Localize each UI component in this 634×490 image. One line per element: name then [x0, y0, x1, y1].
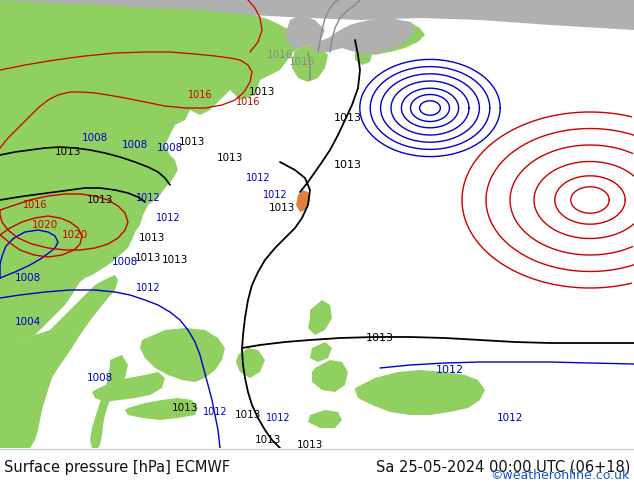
Text: 1016: 1016 — [236, 97, 260, 107]
Text: 1013: 1013 — [334, 113, 362, 123]
Text: 1008: 1008 — [122, 140, 148, 150]
Text: 1008: 1008 — [82, 133, 108, 143]
Polygon shape — [0, 275, 118, 448]
Text: 1012: 1012 — [436, 365, 464, 375]
Text: 1013: 1013 — [269, 203, 295, 213]
Text: 1012: 1012 — [246, 173, 270, 183]
Text: 1013: 1013 — [249, 87, 275, 97]
Text: 1016: 1016 — [267, 50, 293, 60]
Text: 1013: 1013 — [135, 253, 161, 263]
Text: 1012: 1012 — [136, 283, 160, 293]
Text: 1008: 1008 — [15, 273, 41, 283]
Text: 1013: 1013 — [172, 403, 198, 413]
Polygon shape — [345, 20, 425, 55]
Text: Sa 25-05-2024 00:00 UTC (06+18): Sa 25-05-2024 00:00 UTC (06+18) — [375, 460, 630, 475]
Polygon shape — [308, 300, 332, 335]
Polygon shape — [312, 360, 348, 392]
Polygon shape — [285, 15, 325, 50]
Text: 1016: 1016 — [23, 200, 48, 210]
Text: 1012: 1012 — [136, 193, 160, 203]
Text: 1013: 1013 — [217, 153, 243, 163]
Text: 1020: 1020 — [32, 220, 58, 230]
Polygon shape — [125, 398, 198, 420]
Polygon shape — [90, 355, 128, 448]
Polygon shape — [355, 50, 372, 65]
Polygon shape — [140, 328, 225, 382]
Polygon shape — [310, 342, 332, 362]
Text: 1012: 1012 — [156, 213, 180, 223]
Text: 1020: 1020 — [62, 230, 88, 240]
Text: 1013: 1013 — [255, 435, 281, 445]
Text: 1013: 1013 — [162, 255, 188, 265]
Text: 1013: 1013 — [366, 333, 394, 343]
Text: 1013: 1013 — [297, 440, 323, 450]
Polygon shape — [308, 410, 342, 428]
Text: 1013: 1013 — [179, 137, 205, 147]
Text: 1008: 1008 — [157, 143, 183, 153]
Text: 1013: 1013 — [55, 147, 81, 157]
Text: 1016: 1016 — [188, 90, 212, 100]
Text: 1012: 1012 — [262, 190, 287, 200]
Text: ©weatheronline.co.uk: ©weatheronline.co.uk — [491, 469, 630, 483]
Text: 1012: 1012 — [266, 413, 290, 423]
Text: 1012: 1012 — [203, 407, 228, 417]
Text: 1016: 1016 — [289, 57, 315, 67]
Text: 1013: 1013 — [87, 195, 113, 205]
Polygon shape — [355, 370, 485, 415]
Text: 1012: 1012 — [497, 413, 523, 423]
Polygon shape — [292, 45, 328, 82]
Polygon shape — [92, 372, 165, 402]
Polygon shape — [0, 0, 295, 345]
Polygon shape — [310, 18, 415, 55]
Text: 1013: 1013 — [235, 410, 261, 420]
Polygon shape — [236, 348, 265, 378]
Polygon shape — [0, 0, 634, 30]
Text: Surface pressure [hPa] ECMWF: Surface pressure [hPa] ECMWF — [4, 460, 230, 475]
Text: 1008: 1008 — [87, 373, 113, 383]
Text: 1004: 1004 — [15, 317, 41, 327]
Polygon shape — [296, 190, 310, 212]
Text: 1013: 1013 — [334, 160, 362, 170]
Text: 1008: 1008 — [112, 257, 138, 267]
Text: 1013: 1013 — [139, 233, 165, 243]
